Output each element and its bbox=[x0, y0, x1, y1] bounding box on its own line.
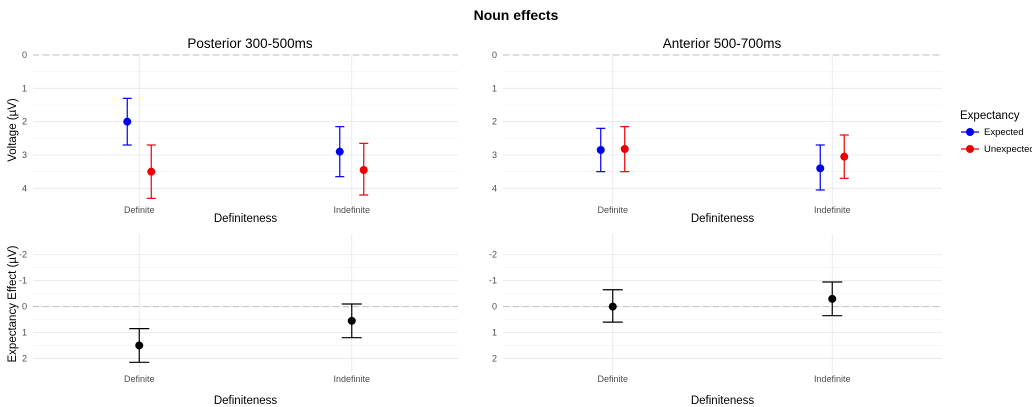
x-tick-label: Definite bbox=[124, 205, 155, 215]
point-unexpected bbox=[359, 166, 368, 174]
panel-title: Anterior 500-700ms bbox=[663, 36, 782, 51]
point-effect bbox=[135, 341, 144, 350]
point-effect bbox=[347, 316, 356, 325]
y-tick-label: 4 bbox=[492, 183, 497, 193]
x-tick-label: Definite bbox=[597, 205, 628, 215]
y-tick-label: 1 bbox=[22, 83, 27, 93]
legend-key-point-unexpected bbox=[966, 145, 974, 153]
y-tick-label: -1 bbox=[19, 276, 27, 286]
y-tick-label: 1 bbox=[22, 328, 27, 338]
point-unexpected bbox=[620, 145, 629, 153]
y-tick-label: 2 bbox=[22, 117, 27, 127]
y-tick-label: 1 bbox=[492, 328, 497, 338]
point-unexpected bbox=[147, 167, 156, 176]
x-axis-label: Definiteness bbox=[691, 395, 755, 407]
y-tick-label: -1 bbox=[489, 276, 497, 286]
x-axis-label: Definiteness bbox=[214, 213, 278, 225]
legend: Expectancy Expected Unexpected bbox=[960, 110, 1032, 155]
legend-label-unexpected: Unexpected bbox=[984, 144, 1032, 155]
y-axis-label: Expectancy Effect (µV) bbox=[7, 245, 19, 362]
figure-title: Noun effects bbox=[474, 7, 559, 23]
point-unexpected bbox=[840, 152, 849, 161]
y-tick-label: 0 bbox=[492, 50, 497, 60]
legend-item-unexpected: Unexpected bbox=[961, 144, 1032, 155]
panel-title: Posterior 300-500ms bbox=[187, 36, 313, 51]
y-tick-label: 2 bbox=[22, 353, 27, 363]
x-tick-label: Definite bbox=[124, 374, 155, 384]
legend-title: Expectancy bbox=[960, 110, 1020, 122]
y-tick-label: 3 bbox=[22, 150, 27, 160]
panel-4: -2 -1 0 1 2 Definite Indefinite Definiteness bbox=[489, 234, 942, 407]
y-axis-label: Voltage (µV) bbox=[7, 98, 19, 162]
legend-item-expected: Expected bbox=[961, 127, 1024, 138]
panel-3: -2 -1 0 1 2 Definite Indefinite Definiteness Exp… bbox=[7, 234, 458, 407]
y-tick-label: -2 bbox=[489, 250, 497, 260]
x-tick-label: Indefinite bbox=[814, 374, 851, 384]
y-tick-label: 2 bbox=[492, 353, 497, 363]
panel-1: 0 1 2 3 4 Definite Indefinite Posterior 300-500… bbox=[7, 36, 458, 225]
point-effect bbox=[608, 302, 617, 311]
y-tick-label: 2 bbox=[492, 117, 497, 127]
point-expected bbox=[596, 146, 605, 154]
x-tick-label: Definite bbox=[597, 374, 628, 384]
x-axis-label: Definiteness bbox=[691, 213, 755, 225]
y-tick-label: 0 bbox=[492, 302, 497, 312]
x-tick-label: Indefinite bbox=[333, 205, 370, 215]
panel-2: 0 1 2 3 4 Definite Indefinite Anterior 500-700m… bbox=[492, 36, 942, 225]
point-expected bbox=[816, 164, 825, 173]
legend-label-expected: Expected bbox=[984, 127, 1024, 138]
legend-key-point-expected bbox=[966, 128, 974, 136]
y-tick-label: 3 bbox=[492, 150, 497, 160]
point-expected bbox=[335, 147, 344, 156]
y-tick-label: 1 bbox=[492, 83, 497, 93]
x-tick-label: Indefinite bbox=[814, 205, 851, 215]
x-axis-label: Definiteness bbox=[214, 395, 278, 407]
point-effect bbox=[828, 294, 837, 303]
y-tick-label: 4 bbox=[22, 183, 27, 193]
y-tick-label: -2 bbox=[19, 250, 27, 260]
y-tick-label: 0 bbox=[22, 50, 27, 60]
y-tick-label: 0 bbox=[22, 302, 27, 312]
x-tick-label: Indefinite bbox=[333, 374, 370, 384]
point-expected bbox=[123, 117, 132, 126]
